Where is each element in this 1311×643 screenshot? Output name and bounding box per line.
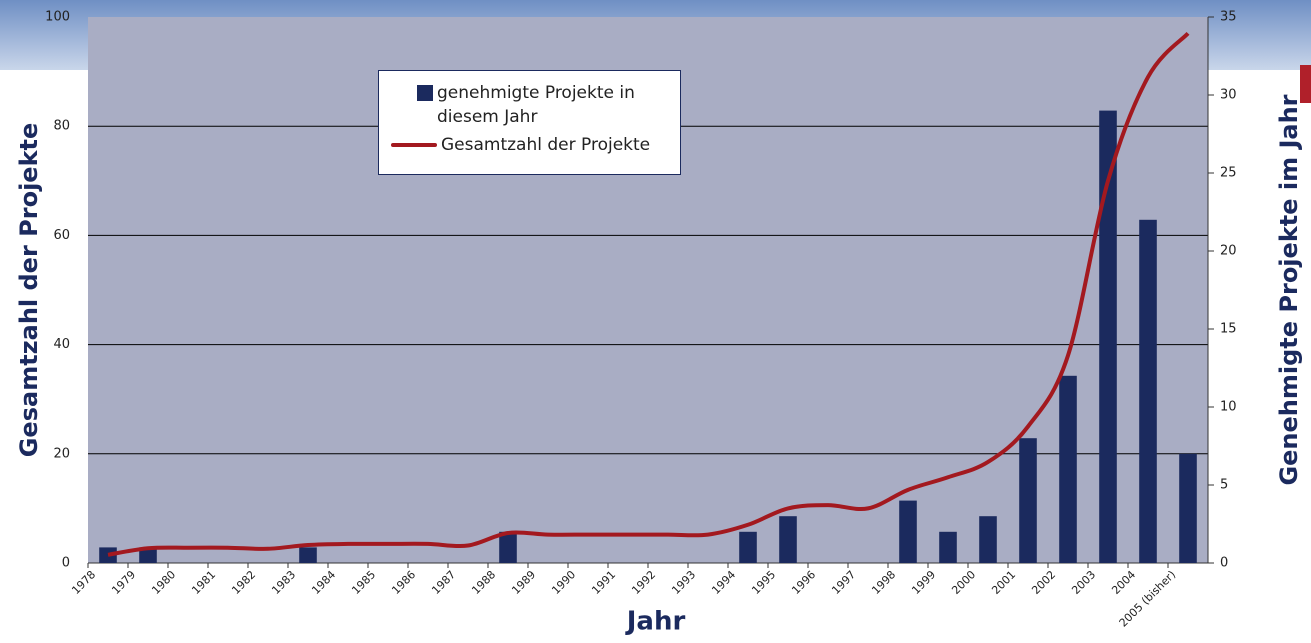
y2-tick-label: 20: [1220, 244, 1237, 259]
x-tick-label: 1997: [829, 568, 858, 597]
y-tick-label: 0: [62, 556, 70, 571]
y-tick-label: 80: [53, 119, 70, 134]
x-tick-label: 1993: [669, 568, 698, 597]
legend-label: Gesamtzahl der Projekte: [441, 133, 651, 157]
y2-tick-label: 5: [1220, 478, 1228, 493]
x-tick-label: 2003: [1069, 568, 1098, 597]
bar: [739, 532, 757, 563]
legend-entry: genehmigte Projekte in diesem Jahr: [379, 81, 637, 129]
y-tick-label: 100: [45, 10, 70, 25]
x-tick-label: 1994: [709, 568, 738, 597]
x-tick-label: 2000: [949, 568, 978, 597]
x-tick-label: 1991: [589, 568, 618, 597]
y2-tick-label: 15: [1220, 322, 1237, 337]
x-tick-label: 1985: [349, 568, 378, 597]
y2-tick-label: 0: [1220, 556, 1228, 571]
x-tick-label: 1996: [789, 568, 818, 597]
y2-axis-title: Genehmigte Projekte im Jahr: [1275, 94, 1303, 485]
x-tick-label: 1980: [149, 568, 178, 597]
x-tick-label: 1979: [109, 568, 138, 597]
x-tick-label: 1988: [469, 568, 498, 597]
bar: [1019, 438, 1037, 563]
x-tick-label: 1978: [69, 568, 98, 597]
bar: [939, 532, 957, 563]
y-axis-title: Gesamtzahl der Projekte: [15, 123, 43, 458]
legend-entry: Gesamtzahl der Projekte: [379, 133, 651, 157]
x-tick-label: 1987: [429, 568, 458, 597]
x-tick-label: 2001: [989, 568, 1018, 597]
bar: [1059, 376, 1077, 563]
y-tick-label: 60: [53, 228, 70, 243]
y-tick-label: 40: [53, 337, 70, 352]
bar: [899, 501, 917, 563]
x-tick-label: 1999: [909, 568, 938, 597]
y2-tick-label: 25: [1220, 166, 1237, 181]
x-tick-label: 1990: [549, 568, 578, 597]
legend-key: [391, 143, 437, 147]
legend-label: genehmigte Projekte in diesem Jahr: [437, 81, 637, 129]
x-tick-label: 2002: [1029, 568, 1058, 597]
x-tick-label: 1981: [189, 568, 218, 597]
x-tick-label: 2004: [1109, 568, 1138, 597]
bar: [979, 516, 997, 563]
x-tick-label: 1982: [229, 568, 258, 597]
bar: [779, 516, 797, 563]
bar: [1179, 454, 1197, 563]
bar: [299, 547, 317, 563]
x-tick-label: 1986: [389, 568, 418, 597]
chart-page: Gesamtzahl der Projekte Genehmigte Proje…: [0, 0, 1311, 643]
bar: [499, 532, 517, 563]
x-tick-label: 1984: [309, 568, 338, 597]
x-axis-title: Jahr: [625, 607, 686, 637]
legend: genehmigte Projekte in diesem Jahr Gesamt…: [378, 70, 681, 175]
x-tick-label: 1995: [749, 568, 778, 597]
x-tick-label: 1998: [869, 568, 898, 597]
x-tick-label: 1992: [629, 568, 658, 597]
y2-tick-label: 35: [1220, 10, 1237, 25]
legend-key: [417, 85, 433, 101]
x-tick-label: 1989: [509, 568, 538, 597]
x-tick-label: 1983: [269, 568, 298, 597]
y2-tick-label: 30: [1220, 88, 1237, 103]
y2-tick-label: 10: [1220, 400, 1237, 415]
bar: [1139, 220, 1157, 563]
y-tick-label: 20: [53, 446, 70, 461]
